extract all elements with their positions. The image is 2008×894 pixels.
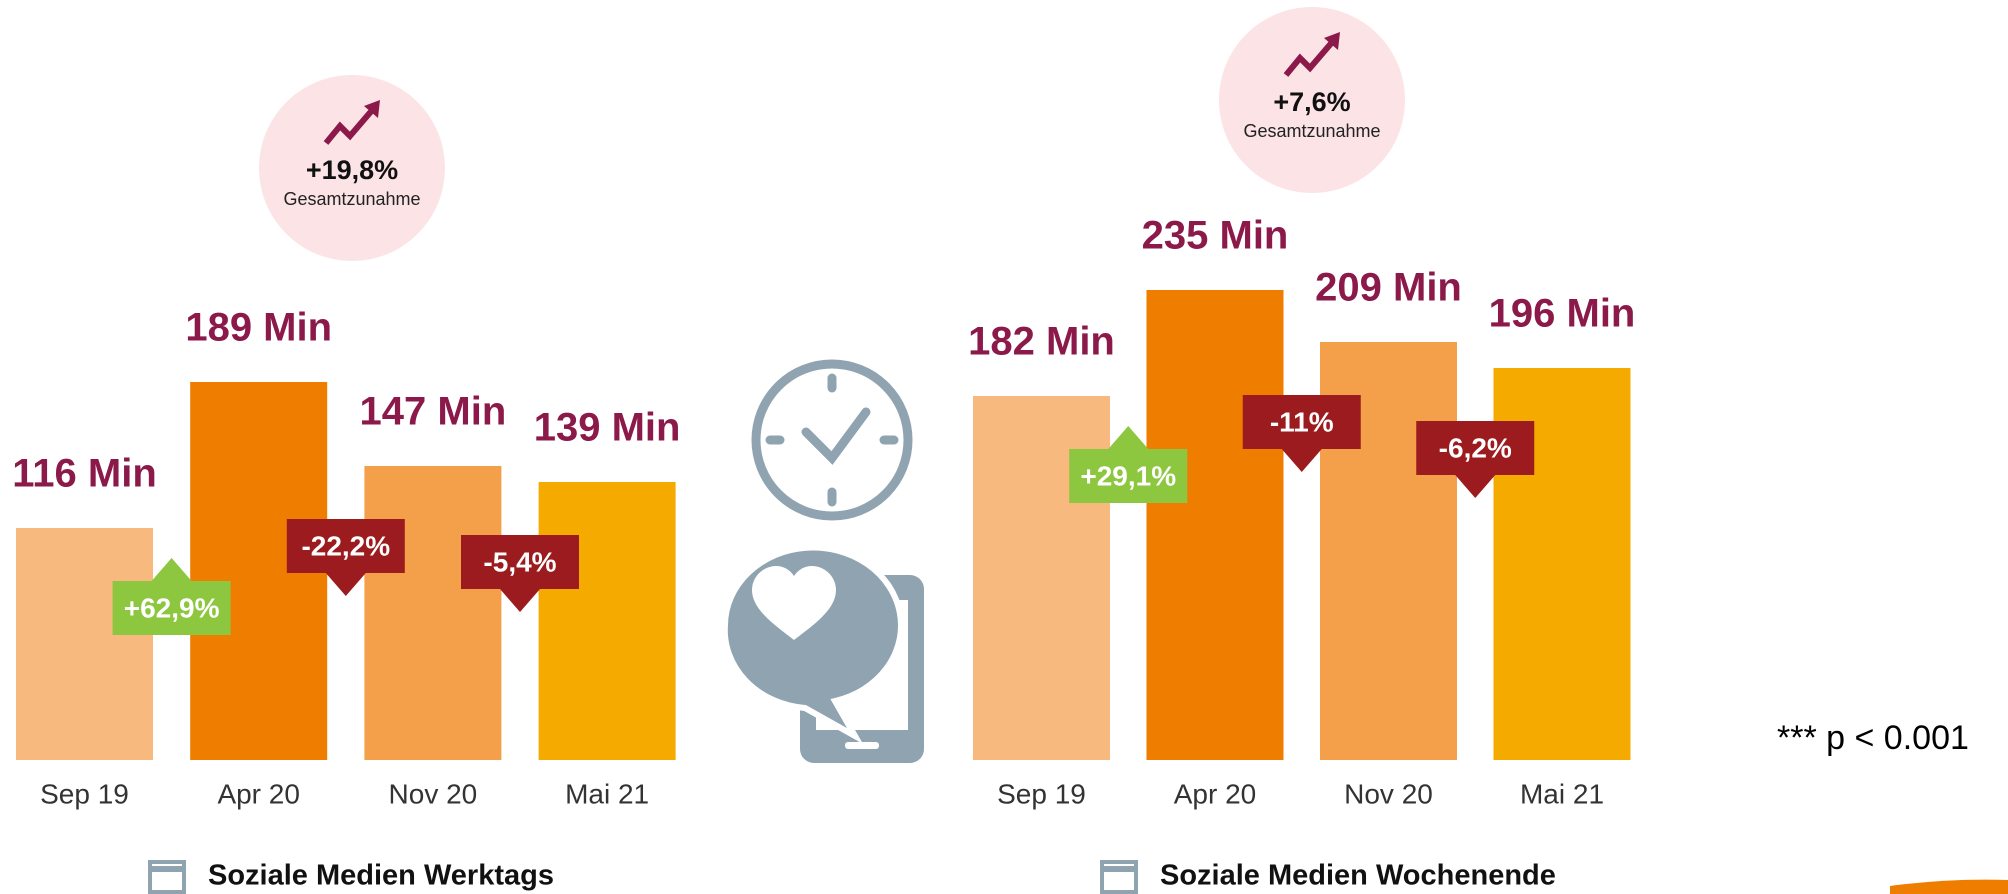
bar — [1146, 290, 1284, 760]
down-arrow — [500, 589, 540, 612]
change-box — [1416, 421, 1535, 475]
trend-arrowhead — [364, 100, 380, 118]
change-badge: +62,9% — [112, 558, 231, 635]
value-label: 209 Min — [1315, 266, 1462, 310]
trend-icon — [1283, 38, 1337, 77]
change-badge: -11% — [1242, 395, 1361, 472]
x-tick-label: Sep 19 — [997, 778, 1086, 809]
footnote: *** p < 0.001 — [1777, 719, 1969, 757]
value-label: 235 Min — [1142, 214, 1289, 258]
x-tick-label: Mai 21 — [1520, 778, 1604, 809]
total-label: Gesamtzunahme — [1243, 121, 1380, 141]
up-arrow — [1108, 426, 1149, 449]
bar — [16, 528, 153, 760]
value-label: 139 Min — [534, 406, 681, 450]
change-badge: +29,1% — [1069, 426, 1188, 503]
total-circle — [259, 75, 445, 261]
total-label: Gesamtzunahme — [283, 189, 420, 209]
x-tick-label: Apr 20 — [217, 778, 300, 809]
phone-chat-icon — [721, 544, 924, 763]
change-badge: -5,4% — [461, 535, 579, 612]
x-tick-label: Apr 20 — [1174, 778, 1257, 809]
down-arrow — [1455, 475, 1496, 498]
total-change: +19,8% — [306, 155, 398, 185]
change-box — [1242, 395, 1361, 449]
change-label: +29,1% — [1080, 460, 1176, 491]
value-label: 189 Min — [185, 306, 332, 350]
value-label: 116 Min — [12, 452, 157, 496]
value-label: 147 Min — [360, 390, 507, 434]
total-change: +7,6% — [1273, 87, 1350, 117]
trend-arrowhead — [1324, 32, 1340, 50]
decoration — [1890, 879, 2008, 894]
change-box — [461, 535, 579, 589]
change-badge: -6,2% — [1416, 421, 1535, 498]
change-label: -22,2% — [301, 530, 390, 561]
x-tick-label: Mai 21 — [565, 778, 649, 809]
chart-title: Soziale Medien Wochenende — [1160, 860, 1556, 892]
x-tick-label: Nov 20 — [1344, 778, 1433, 809]
total-circle — [1219, 7, 1405, 193]
bar — [538, 482, 676, 760]
change-label: -6,2% — [1439, 432, 1512, 463]
change-badge: -22,2% — [286, 519, 405, 596]
clock-icon — [751, 359, 913, 521]
calendar-icon — [148, 860, 186, 894]
change-label: +62,9% — [124, 592, 220, 623]
change-box — [1069, 449, 1188, 503]
value-label: 182 Min — [968, 320, 1115, 364]
change-label: -11% — [1270, 406, 1334, 437]
chart-title: Soziale Medien Werktags — [208, 860, 554, 892]
x-tick-label: Sep 19 — [40, 778, 129, 809]
down-arrow — [1281, 449, 1322, 472]
change-box — [286, 519, 405, 573]
bar — [364, 466, 502, 760]
change-box — [112, 581, 231, 635]
change-label: -5,4% — [483, 546, 556, 577]
calendar-icon — [1100, 860, 1138, 894]
down-arrow — [325, 573, 366, 596]
up-arrow — [151, 558, 192, 581]
value-label: 196 Min — [1489, 292, 1636, 336]
x-tick-label: Nov 20 — [389, 778, 478, 809]
trend-icon — [323, 106, 377, 145]
